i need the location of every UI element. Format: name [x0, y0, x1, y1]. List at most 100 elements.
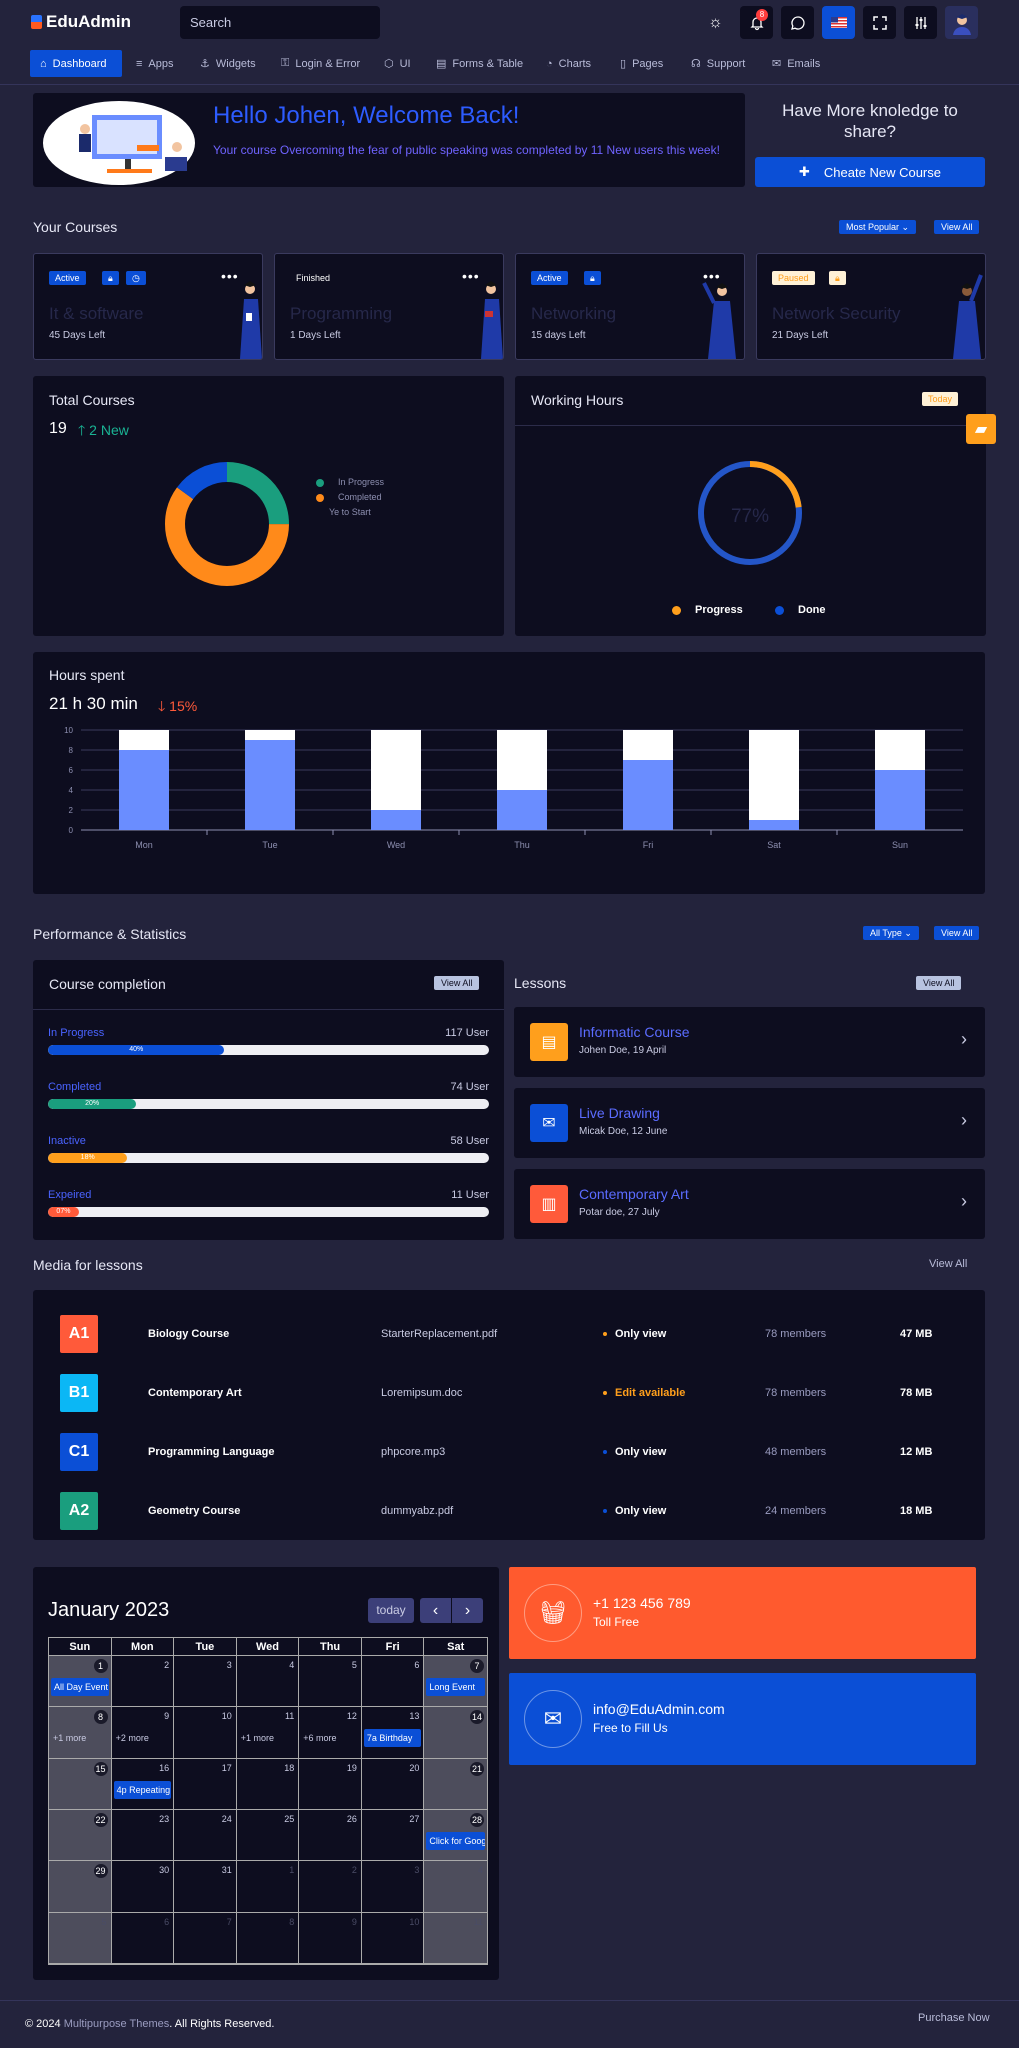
logo[interactable]: EduAdmin — [31, 12, 131, 32]
calendar-day[interactable]: 13 7a Birthday — [361, 1707, 425, 1759]
calendar-day[interactable]: 10 — [361, 1912, 425, 1964]
calendar-day[interactable]: 9 — [299, 1912, 362, 1964]
calendar-event[interactable]: Click for Google — [426, 1831, 485, 1850]
nav-charts[interactable]: ◔ Charts — [546, 57, 592, 70]
bar-segment[interactable] — [875, 730, 925, 770]
calendar-day[interactable]: 26 — [299, 1809, 362, 1862]
bar-segment[interactable] — [497, 790, 547, 830]
calendar-day[interactable]: 10 — [174, 1707, 237, 1759]
calendar-day[interactable]: 23 — [111, 1809, 175, 1862]
calendar-day[interactable]: 29 — [49, 1861, 112, 1913]
calendar-day[interactable]: 30 — [111, 1861, 175, 1913]
courses-filter-dropdown[interactable]: Most Popular ⌄ — [839, 220, 917, 234]
calendar-day[interactable]: 21 — [424, 1758, 487, 1810]
user-avatar[interactable] — [945, 6, 978, 39]
bar-segment[interactable] — [875, 770, 925, 830]
calendar-day[interactable]: 12 +6 more — [299, 1707, 362, 1759]
more-events-link[interactable]: +1 more — [240, 1733, 274, 1744]
course-card[interactable]: Active 🔒︎ ◷ ••• It & software 45 Days Le… — [33, 253, 263, 360]
create-course-button[interactable]: ✚ Cheate New Course — [755, 157, 985, 187]
bar-segment[interactable] — [119, 730, 169, 750]
calendar-day[interactable]: 14 — [424, 1707, 487, 1759]
customizer-toggle-button[interactable]: ▰ — [966, 414, 996, 444]
calendar-day[interactable]: 20 — [361, 1758, 425, 1810]
phone-contact-card[interactable]: 🧺︎ +1 123 456 789 Toll Free — [509, 1567, 976, 1659]
media-view-all-link[interactable]: View All — [929, 1258, 968, 1270]
course-card[interactable]: Finished ••• Programming 1 Days Left — [274, 253, 504, 360]
calendar-day[interactable]: 1 — [236, 1861, 300, 1913]
table-row[interactable]: C1 Programming Language phpcore.mp3 Only vi… — [33, 1421, 985, 1480]
more-events-link[interactable]: +1 more — [53, 1733, 87, 1744]
calendar-day[interactable]: 7 — [174, 1912, 237, 1964]
calendar-day[interactable]: 24 — [174, 1809, 237, 1862]
more-icon[interactable]: ••• — [462, 268, 480, 284]
calendar-day[interactable]: 3 — [361, 1861, 425, 1913]
more-icon[interactable]: ••• — [221, 268, 239, 284]
calendar-event[interactable]: 4p Repeating — [113, 1780, 172, 1799]
calendar-event[interactable]: All Day Event — [51, 1678, 109, 1696]
nav-dashboard[interactable]: ⌂ Dashboard — [30, 50, 122, 77]
calendar-prev-button[interactable]: ‹ — [420, 1598, 451, 1623]
purchase-link[interactable]: Purchase Now — [918, 2012, 990, 2024]
calendar-day[interactable]: 4 — [236, 1656, 300, 1708]
course-card[interactable]: Paused 🔒︎ Network Security 21 Days Left — [756, 253, 986, 360]
bar-segment[interactable] — [119, 750, 169, 830]
calendar-day[interactable]: 31 — [174, 1861, 237, 1913]
nav-support[interactable]: ☊ Support — [691, 57, 746, 71]
completion-view-all-button[interactable]: View All — [434, 976, 480, 990]
calendar-day[interactable]: 15 — [49, 1758, 112, 1810]
calendar-next-button[interactable]: › — [452, 1598, 483, 1623]
calendar-day[interactable]: 17 — [174, 1758, 237, 1810]
bar-segment[interactable] — [497, 730, 547, 790]
performance-view-all-button[interactable]: View All — [934, 926, 980, 940]
calendar-day[interactable]: 22 — [49, 1809, 112, 1862]
calendar-day[interactable]: 2 — [299, 1861, 362, 1913]
calendar-day[interactable]: 3 — [174, 1656, 237, 1708]
calendar-day[interactable]: 1 All Day Event — [49, 1656, 112, 1708]
media-file[interactable]: StarterReplacement.pdf — [381, 1328, 498, 1340]
calendar-day[interactable]: 11 — [424, 1912, 487, 1964]
calendar-event[interactable]: 7a Birthday — [363, 1729, 422, 1748]
calendar-today-button[interactable]: today — [368, 1598, 414, 1623]
footer-brand-link[interactable]: Multipurpose Themes — [63, 2018, 170, 2030]
calendar-day[interactable]: 25 — [236, 1809, 300, 1862]
more-icon[interactable]: ••• — [703, 268, 721, 284]
bar-segment[interactable] — [245, 740, 295, 830]
calendar-day[interactable]: 11 +1 more — [236, 1707, 300, 1759]
calendar-day[interactable]: 8 — [236, 1912, 300, 1964]
chat-button[interactable] — [781, 6, 814, 39]
courses-view-all-button[interactable]: View All — [934, 220, 980, 234]
nav-forms-table[interactable]: ▤ Forms & Table — [436, 57, 524, 71]
more-events-link[interactable]: +2 more — [115, 1733, 149, 1744]
period-dropdown[interactable]: Today — [922, 392, 959, 406]
nav-login-error[interactable]: ⚿ Login & Error — [281, 57, 361, 70]
bar-segment[interactable] — [623, 760, 673, 830]
calendar-day[interactable]: 16 4p Repeating — [111, 1758, 175, 1810]
type-filter-dropdown[interactable]: All Type ⌄ — [863, 926, 919, 940]
calendar-day[interactable]: 18 — [236, 1758, 300, 1810]
bar-segment[interactable] — [371, 810, 421, 830]
bar-segment[interactable] — [623, 730, 673, 760]
media-file[interactable]: dummyabz.pdf — [381, 1505, 454, 1517]
bar-segment[interactable] — [749, 820, 799, 830]
calendar-day[interactable]: 5 — [49, 1912, 112, 1964]
media-file[interactable]: phpcore.mp3 — [381, 1446, 446, 1458]
fullscreen-button[interactable] — [863, 6, 896, 39]
calendar-day[interactable]: 5 — [299, 1656, 362, 1708]
lesson-item[interactable]: ▥ Contemporary Art Potar doe, 27 July › — [514, 1169, 985, 1239]
notifications-button[interactable]: 8 — [740, 6, 773, 39]
nav-pages[interactable]: ▯ Pages — [620, 57, 664, 71]
calendar-day[interactable]: 8 +1 more — [49, 1707, 112, 1759]
table-row[interactable]: A2 Geometry Course dummyabz.pdf Only view 24… — [33, 1480, 985, 1539]
bar-segment[interactable] — [371, 730, 421, 810]
table-row[interactable]: B1 Contemporary Art Loremipsum.doc Edit ava… — [33, 1362, 985, 1421]
calendar-day[interactable]: 19 — [299, 1758, 362, 1810]
settings-button[interactable] — [904, 6, 937, 39]
bar-segment[interactable] — [749, 730, 799, 820]
language-button[interactable] — [822, 6, 855, 39]
calendar-day[interactable]: 9 +2 more — [111, 1707, 175, 1759]
nav-emails[interactable]: ✉ Emails — [772, 57, 821, 71]
nav-widgets[interactable]: ⚓ Widgets — [200, 57, 256, 71]
bar-segment[interactable] — [245, 730, 295, 740]
theme-toggle-button[interactable]: ☼ — [699, 6, 732, 39]
